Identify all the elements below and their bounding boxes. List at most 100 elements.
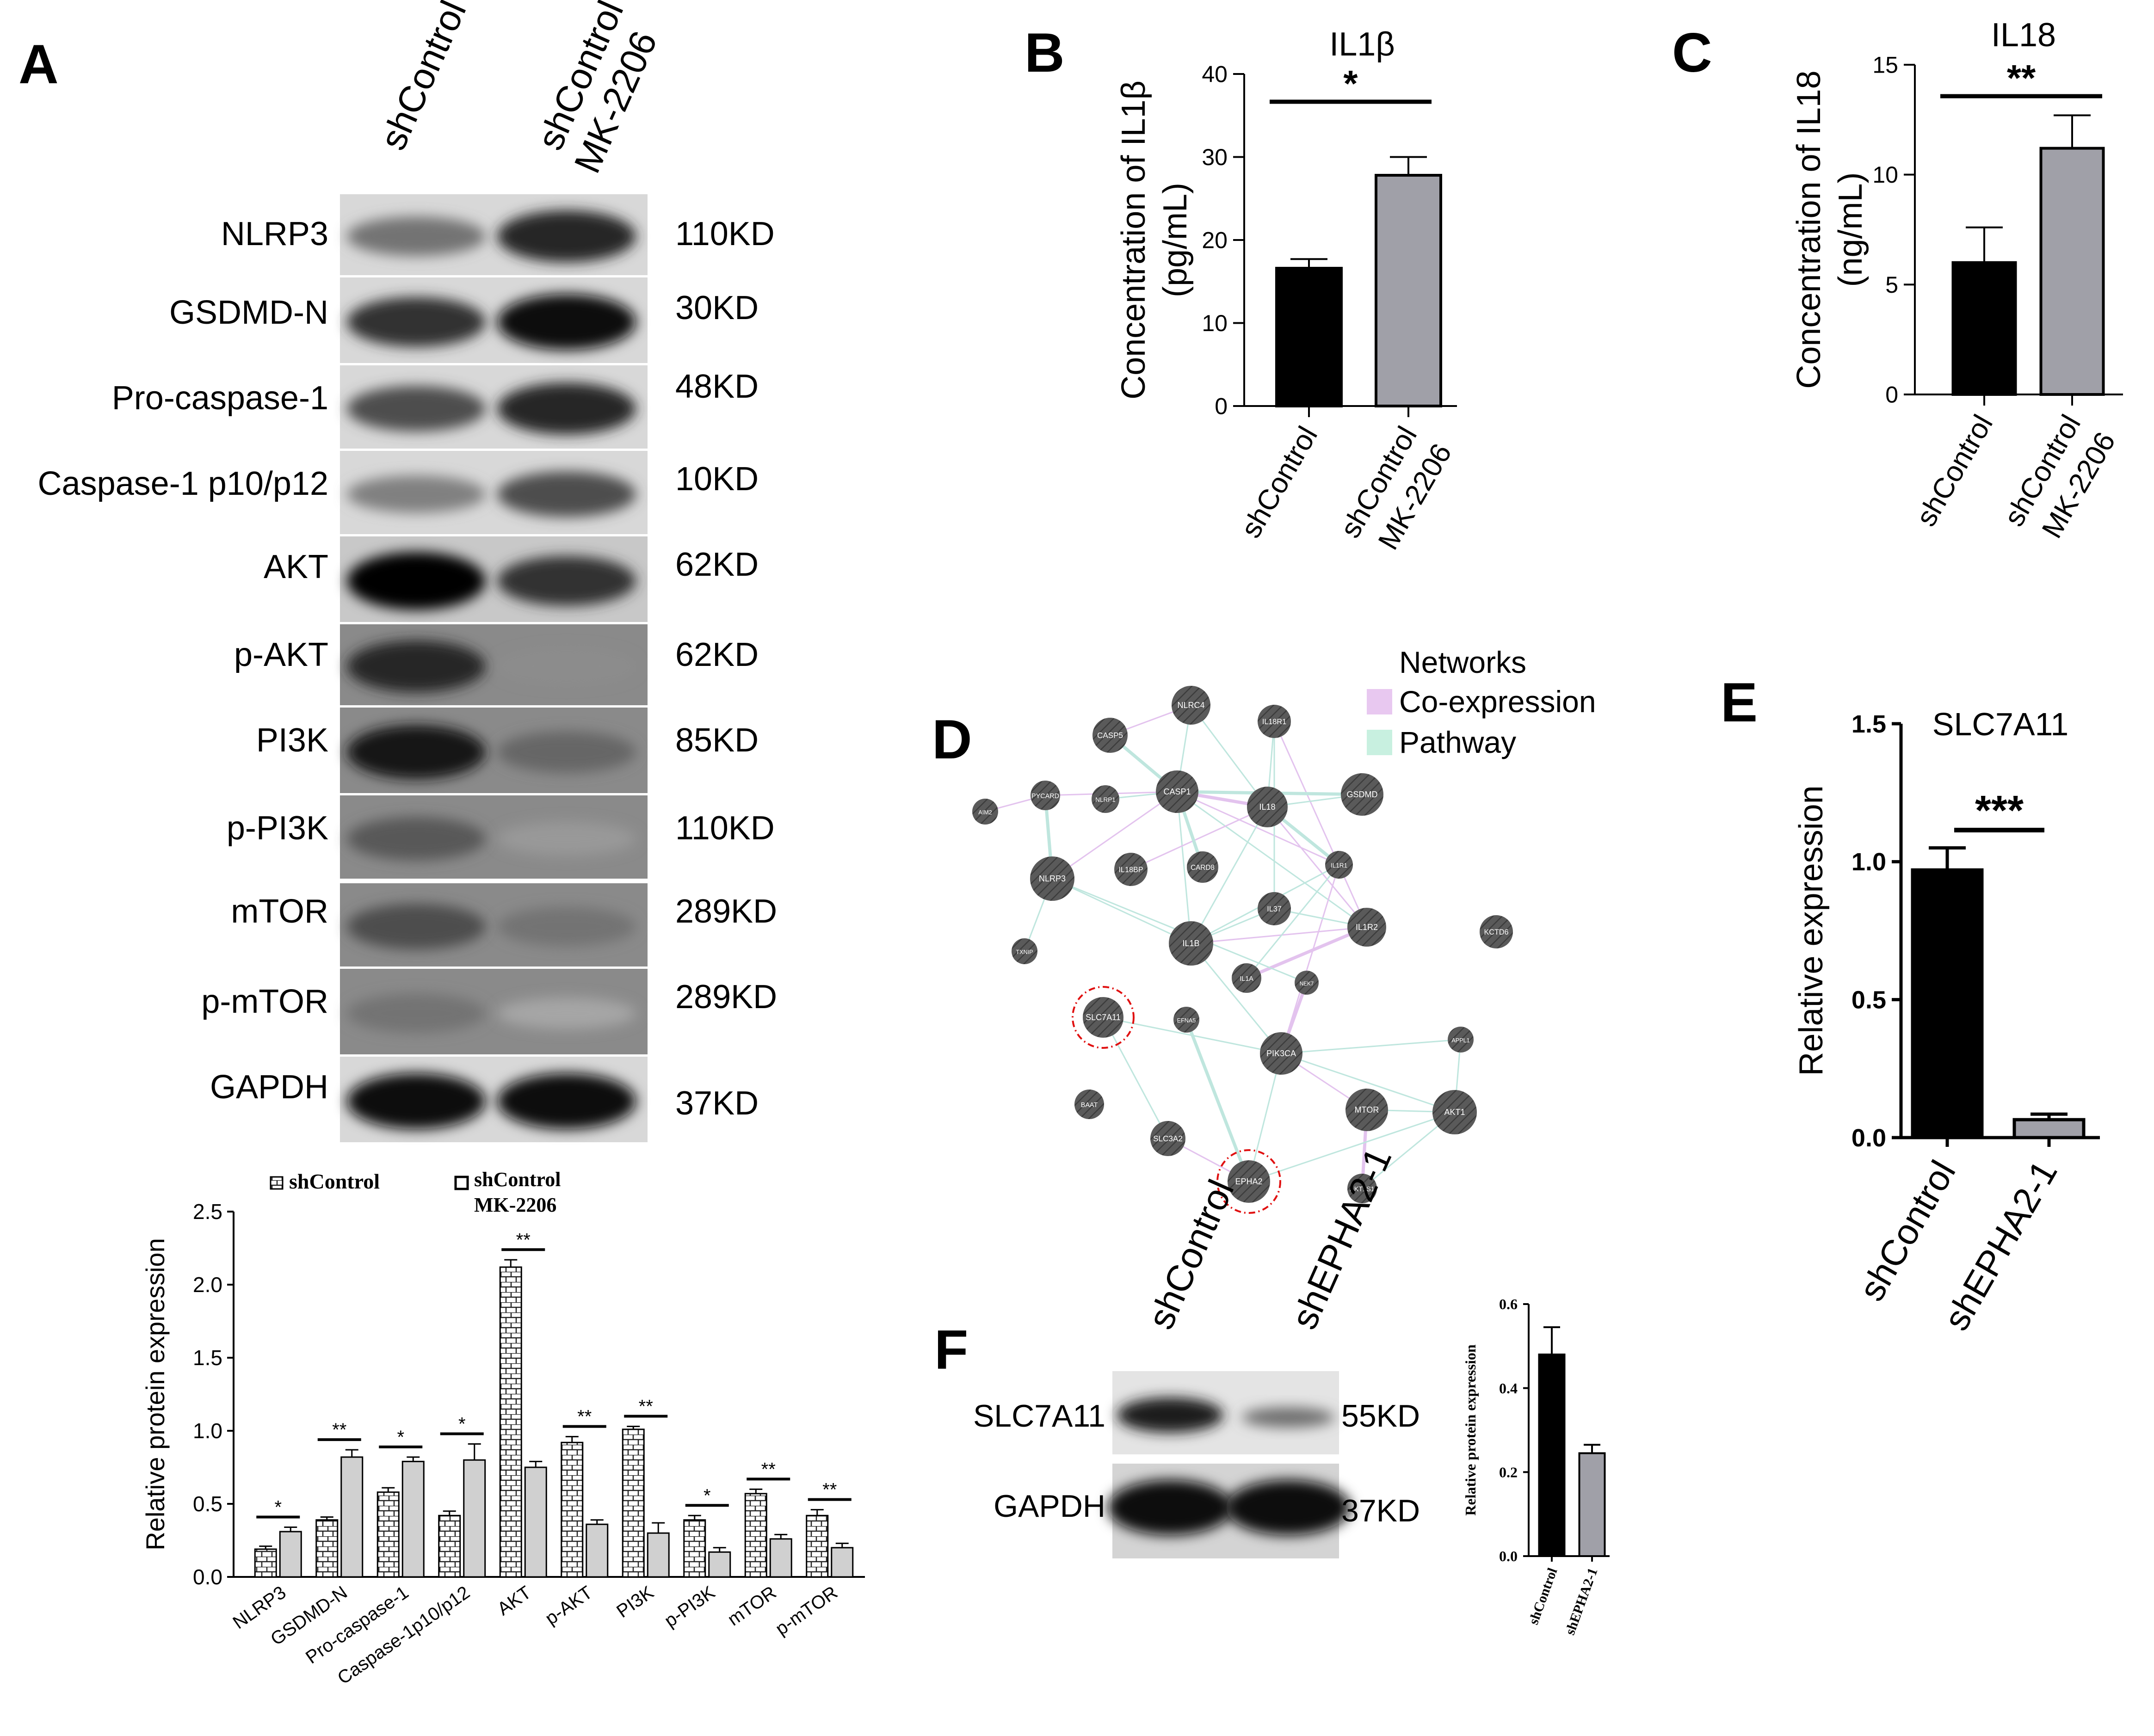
significance-marker: ** bbox=[639, 1397, 653, 1417]
x-category-label: p-PI3K bbox=[660, 1582, 719, 1631]
network-legend-swatch bbox=[1367, 689, 1392, 714]
bar bbox=[376, 1491, 400, 1578]
y-tick-label: 1.5 bbox=[1852, 710, 1886, 738]
network-edge bbox=[1248, 1053, 1282, 1182]
y-tick-label: 0.5 bbox=[193, 1492, 222, 1516]
band-lane-1 bbox=[347, 640, 486, 693]
band-lane-1 bbox=[347, 993, 486, 1033]
network-edge bbox=[1177, 791, 1367, 928]
network-node: GSDMD bbox=[1341, 773, 1383, 816]
node-label: AIM2 bbox=[978, 809, 992, 816]
node-label: SLC3A2 bbox=[1153, 1134, 1183, 1143]
node-circle bbox=[1156, 770, 1198, 813]
significance-marker: ** bbox=[761, 1459, 776, 1479]
bar-chart-c: 051015shControlshControlMK-2206**IL18Con… bbox=[1790, 17, 2123, 543]
bar bbox=[1578, 1452, 1606, 1557]
node-circle bbox=[1347, 908, 1386, 947]
bar bbox=[2012, 1118, 2086, 1139]
network-node: PYCARD bbox=[1031, 781, 1060, 810]
node-circle bbox=[972, 799, 998, 825]
node-circle bbox=[1083, 997, 1123, 1038]
node-label: IL1R1 bbox=[1331, 862, 1347, 869]
blot-row-label: p-PI3K bbox=[227, 810, 328, 847]
network-node: IL1R1 bbox=[1325, 851, 1353, 879]
network-node: NEK7 bbox=[1295, 971, 1319, 995]
bar bbox=[2039, 147, 2105, 396]
network-node: IL18BP bbox=[1114, 853, 1148, 886]
bar bbox=[1375, 173, 1442, 407]
gene-network-d: NLRC4 CASP5 IL18R1 PYCARD NLRP1 CASP1 IL18 GSDM… bbox=[972, 645, 1596, 1214]
network-legend-title: Networks bbox=[1399, 645, 1526, 679]
node-circle bbox=[1169, 921, 1213, 966]
blot-row-kd: 10KD bbox=[675, 461, 759, 498]
bar bbox=[831, 1547, 854, 1578]
network-node: IL18R1 bbox=[1258, 705, 1291, 738]
node-label: EPHA2 bbox=[1235, 1177, 1262, 1186]
band-lane-1 bbox=[347, 475, 486, 513]
y-tick-label: 0.0 bbox=[193, 1565, 222, 1589]
network-node: BAAT bbox=[1074, 1090, 1104, 1119]
node-circle bbox=[1030, 856, 1074, 901]
network-node: EPHA2 bbox=[1216, 1149, 1281, 1214]
network-node: CARD8 bbox=[1187, 851, 1218, 883]
bar-chart-a: 0.0 0.5 1.0 1.5 2.0 2.5 Relative protein expre… bbox=[141, 1168, 865, 1688]
y-tick-label: 0.0 bbox=[1499, 1548, 1518, 1564]
y-tick-label: 0.6 bbox=[1499, 1296, 1518, 1312]
bar bbox=[683, 1519, 706, 1578]
node-circle bbox=[1258, 892, 1291, 925]
x-category-label: shControl bbox=[1526, 1566, 1561, 1626]
node-label: SLC7A11 bbox=[1086, 1013, 1121, 1022]
blot-row-kd: 62KD bbox=[675, 546, 759, 583]
network-node: APPL1 bbox=[1448, 1027, 1474, 1053]
blot-row-label: p-AKT bbox=[234, 636, 328, 673]
band-lane-1 bbox=[347, 1073, 486, 1129]
blot-row-label: GAPDH bbox=[210, 1069, 328, 1106]
network-node: MTOR bbox=[1345, 1089, 1388, 1131]
network-edge bbox=[1248, 1111, 1455, 1182]
node-circle bbox=[1228, 1160, 1270, 1203]
node-label: BAAT bbox=[1081, 1102, 1098, 1109]
blot-row-label: Pro-caspase-1 bbox=[112, 380, 328, 417]
node-circle bbox=[1341, 773, 1383, 816]
node-circle bbox=[1480, 915, 1513, 948]
network-node: IL37 bbox=[1258, 892, 1291, 925]
network-node: SLC7A11 bbox=[1072, 986, 1135, 1049]
network-edge bbox=[1102, 1017, 1169, 1139]
node-label: IL1A bbox=[1240, 975, 1253, 983]
significance-marker: ** bbox=[577, 1407, 592, 1427]
node-label: MTOR bbox=[1355, 1105, 1379, 1114]
network-edge bbox=[1281, 1039, 1461, 1054]
y-axis-label: Relative protein expression bbox=[141, 1238, 170, 1550]
network-edge bbox=[1052, 878, 1191, 944]
bar bbox=[586, 1523, 609, 1578]
node-label: NEK7 bbox=[1300, 981, 1314, 987]
highlight-ring bbox=[1216, 1149, 1281, 1214]
bar bbox=[744, 1493, 767, 1578]
blot-row-kd: 48KD bbox=[675, 368, 759, 405]
y-axis-label: Concentration of IL18 bbox=[1790, 70, 1827, 388]
significance-marker: ** bbox=[332, 1420, 346, 1440]
panel-letter-a: A bbox=[19, 33, 59, 95]
node-label: NLRP3 bbox=[1039, 874, 1066, 883]
network-node: NLRC4 bbox=[1172, 686, 1210, 725]
node-label: TXNIP bbox=[1016, 949, 1033, 955]
band-lane-1 bbox=[347, 386, 486, 432]
y-axis-label: Concentration of IL1β bbox=[1115, 80, 1152, 400]
node-label: AKT1 bbox=[1444, 1108, 1465, 1117]
bar-chart-e: 0.00.51.01.5shControlshEPHA2-1***SLC7A11… bbox=[1793, 706, 2100, 1337]
node-circle bbox=[1347, 1174, 1377, 1203]
network-edge bbox=[1273, 721, 1368, 928]
blot-row-kd: 37KD bbox=[1341, 1493, 1420, 1528]
bar bbox=[524, 1466, 547, 1578]
bar-chart-f: 0.0 0.2 0.4 0.6 shControl shEPHA2-1 Relative p… bbox=[1462, 1296, 1610, 1637]
y-tick-label: 0 bbox=[1215, 394, 1228, 419]
chart-title: IL1β bbox=[1329, 26, 1395, 63]
blot-row-kd: 289KD bbox=[675, 893, 777, 930]
band-lane-2 bbox=[497, 648, 636, 684]
y-tick-label: 0 bbox=[1885, 382, 1898, 408]
node-circle bbox=[1232, 963, 1261, 993]
bar bbox=[1538, 1354, 1566, 1557]
node-circle bbox=[1150, 1121, 1185, 1156]
node-circle bbox=[1114, 853, 1148, 886]
